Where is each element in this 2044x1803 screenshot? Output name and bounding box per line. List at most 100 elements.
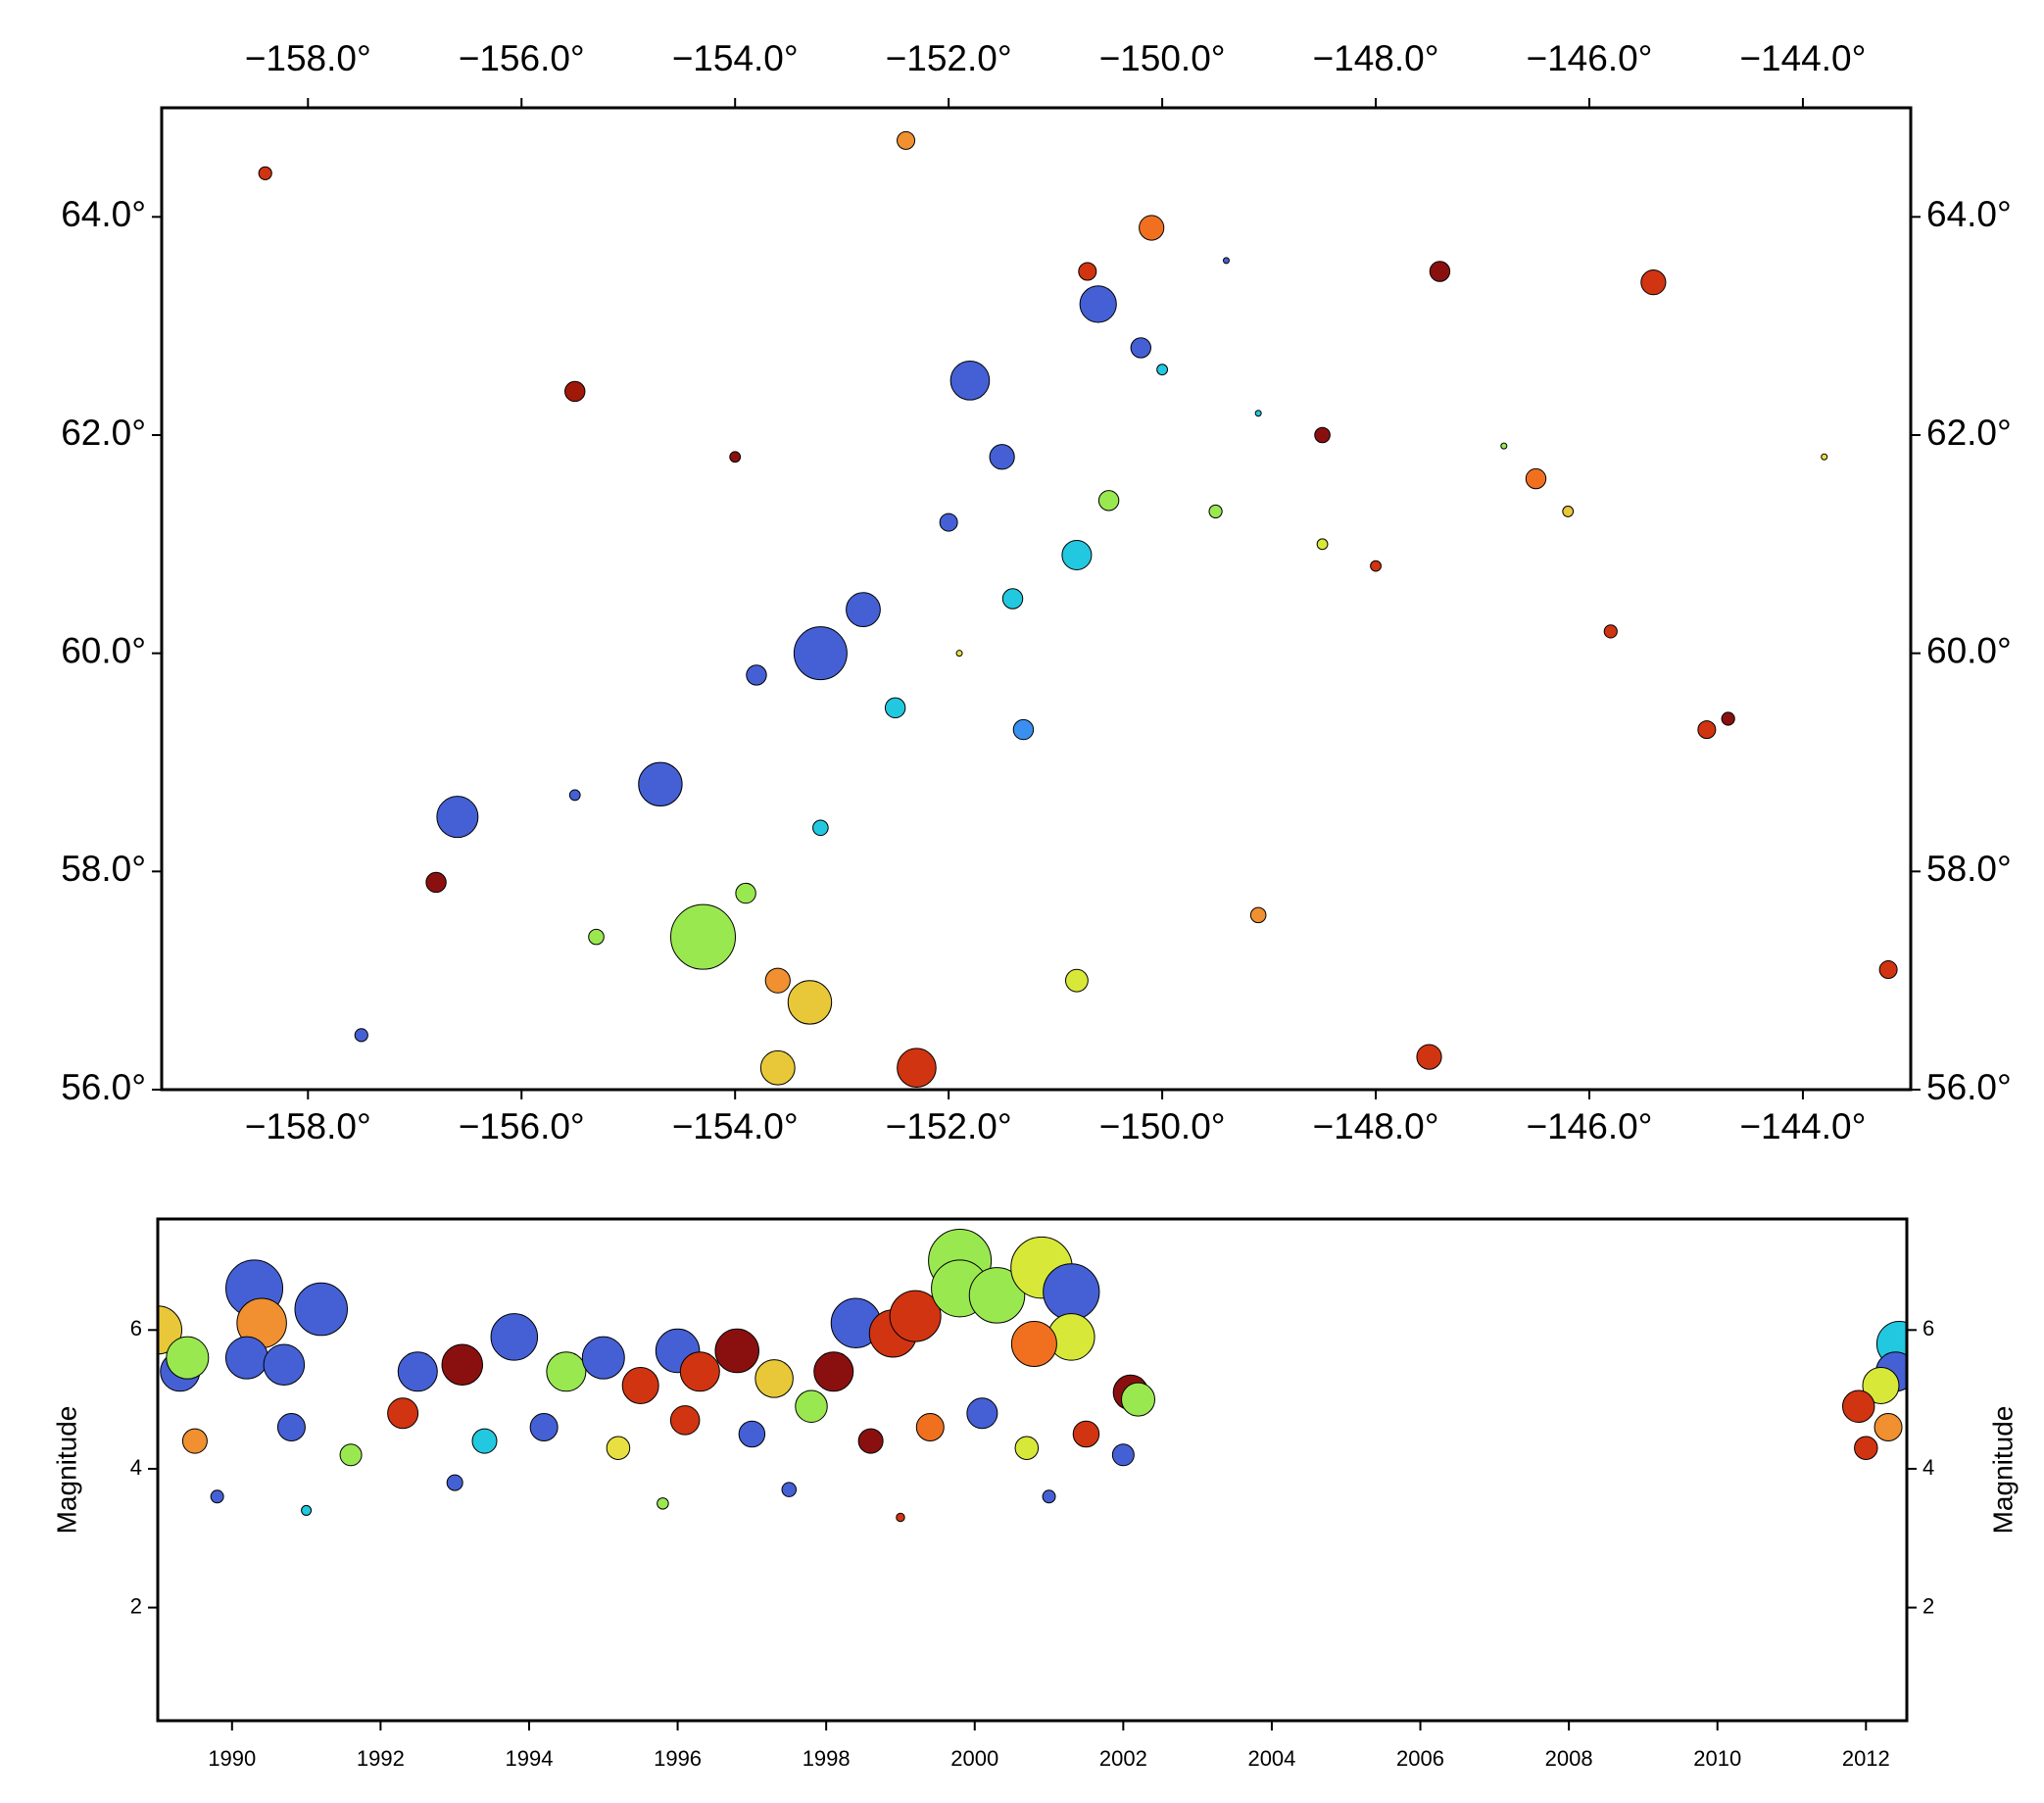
point bbox=[1078, 262, 1097, 281]
point bbox=[896, 1512, 905, 1523]
point bbox=[714, 1328, 759, 1374]
x-tick-label: 2000 bbox=[950, 1746, 998, 1771]
y-tick-label: 56.0° bbox=[61, 1067, 146, 1107]
point bbox=[1562, 506, 1575, 517]
point bbox=[1121, 1382, 1156, 1417]
point bbox=[1042, 1489, 1056, 1504]
x-tick-label: 1998 bbox=[803, 1746, 851, 1771]
x-tick-label-top: −144.0° bbox=[1739, 38, 1866, 78]
x-tick-label: −152.0° bbox=[886, 1106, 1012, 1146]
point bbox=[210, 1489, 224, 1504]
point bbox=[1208, 504, 1223, 519]
plot-frame bbox=[156, 1217, 1909, 1723]
y-tick-label: 6 bbox=[130, 1316, 142, 1340]
point bbox=[446, 1474, 463, 1491]
point bbox=[425, 871, 447, 894]
point bbox=[181, 1428, 208, 1454]
y-tick-label-right: 62.0° bbox=[1926, 413, 2012, 453]
point bbox=[568, 789, 581, 802]
point bbox=[1139, 215, 1165, 241]
point bbox=[1429, 261, 1451, 282]
point bbox=[949, 361, 991, 401]
point bbox=[915, 1412, 945, 1441]
y-tick-label: 64.0° bbox=[61, 194, 146, 234]
point bbox=[1254, 410, 1262, 417]
point bbox=[339, 1443, 363, 1467]
y-tick-label: 62.0° bbox=[61, 413, 146, 453]
point bbox=[1821, 453, 1828, 461]
point bbox=[294, 1282, 349, 1337]
x-tick-label: −148.0° bbox=[1313, 1106, 1439, 1146]
x-tick-label: −150.0° bbox=[1099, 1106, 1226, 1146]
point bbox=[897, 1048, 937, 1089]
point bbox=[897, 130, 916, 150]
x-tick-label: −154.0° bbox=[672, 1106, 799, 1146]
point bbox=[759, 1049, 796, 1086]
point bbox=[1111, 1443, 1135, 1467]
point bbox=[1878, 960, 1898, 980]
y-tick-label: 2 bbox=[130, 1593, 142, 1618]
point bbox=[966, 1397, 998, 1430]
point bbox=[846, 592, 881, 628]
point bbox=[787, 980, 833, 1025]
point bbox=[1697, 720, 1717, 740]
x-tick-label-top: −150.0° bbox=[1099, 38, 1226, 78]
point bbox=[546, 1351, 587, 1392]
point bbox=[1130, 337, 1151, 359]
point bbox=[679, 1351, 720, 1392]
point bbox=[1314, 426, 1331, 444]
point bbox=[441, 1343, 484, 1386]
point bbox=[735, 882, 756, 904]
point bbox=[1640, 269, 1667, 296]
point bbox=[968, 1267, 1026, 1324]
point bbox=[397, 1351, 438, 1392]
point bbox=[989, 444, 1015, 470]
point bbox=[657, 1497, 669, 1510]
point bbox=[754, 1359, 794, 1398]
point bbox=[889, 1290, 942, 1342]
point bbox=[1043, 1263, 1100, 1321]
y-axis-label-right: Magnitude bbox=[1987, 1406, 2018, 1535]
point bbox=[669, 1405, 701, 1436]
point bbox=[729, 451, 742, 463]
x-tick-label: 1994 bbox=[506, 1746, 554, 1771]
point bbox=[764, 967, 791, 994]
point bbox=[884, 697, 906, 719]
point bbox=[1841, 1389, 1875, 1423]
point bbox=[224, 1336, 268, 1380]
y-tick-label-right: 56.0° bbox=[1926, 1067, 2012, 1107]
x-tick-label: −158.0° bbox=[245, 1106, 371, 1146]
point bbox=[581, 1336, 625, 1380]
x-tick-label-top: −146.0° bbox=[1526, 38, 1652, 78]
point bbox=[1072, 1420, 1100, 1448]
point bbox=[354, 1028, 368, 1043]
point bbox=[1079, 285, 1117, 323]
x-tick-label: 1990 bbox=[208, 1746, 256, 1771]
point bbox=[738, 1420, 766, 1448]
point bbox=[564, 380, 586, 403]
y-tick-label: 4 bbox=[130, 1455, 142, 1480]
point bbox=[857, 1428, 884, 1454]
x-tick-label: 2008 bbox=[1545, 1746, 1593, 1771]
points bbox=[258, 130, 1898, 1089]
y-tick-label: 60.0° bbox=[61, 630, 146, 670]
point bbox=[166, 1336, 210, 1380]
point bbox=[1416, 1044, 1442, 1070]
x-tick-label-top: −154.0° bbox=[672, 38, 799, 78]
x-tick-label: 2010 bbox=[1693, 1746, 1741, 1771]
x-tick-label: 2012 bbox=[1842, 1746, 1890, 1771]
y-tick-label-right: 4 bbox=[1922, 1455, 1934, 1480]
point bbox=[1874, 1412, 1903, 1441]
point bbox=[1156, 364, 1168, 376]
point bbox=[812, 819, 829, 837]
point bbox=[490, 1313, 539, 1361]
point bbox=[1097, 490, 1120, 512]
y-tick-label: 58.0° bbox=[61, 849, 146, 889]
point bbox=[621, 1366, 659, 1404]
point bbox=[1500, 442, 1508, 450]
x-tick-label: 2004 bbox=[1247, 1746, 1295, 1771]
x-tick-label: 1992 bbox=[357, 1746, 405, 1771]
point bbox=[1012, 718, 1035, 741]
point bbox=[276, 1412, 306, 1441]
